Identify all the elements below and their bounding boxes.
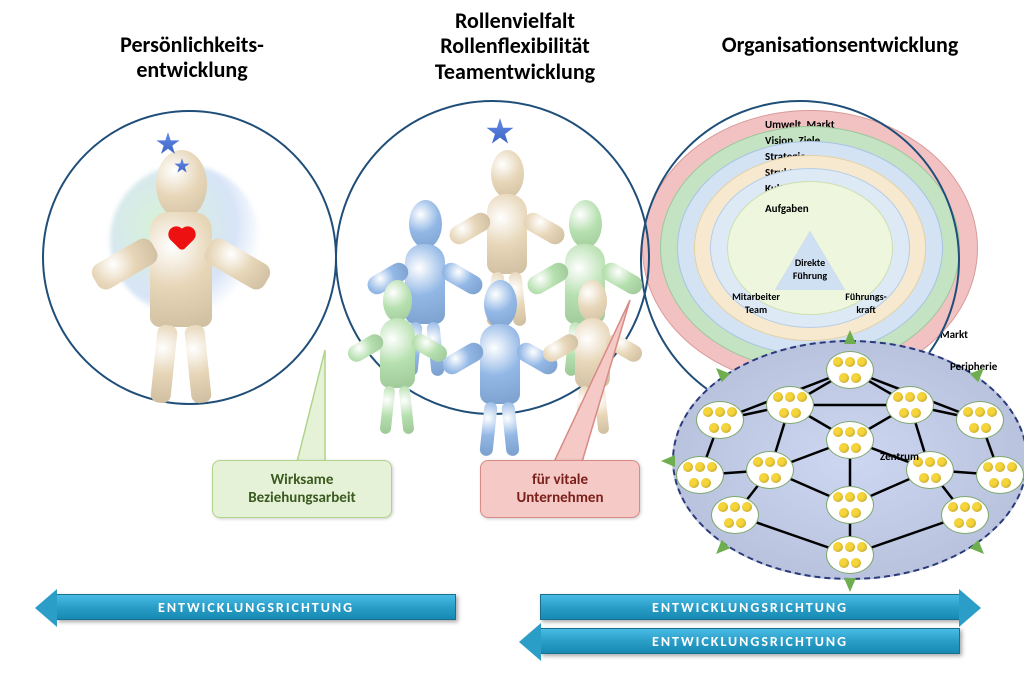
- dev-direction-arrow: ENTWICKLUNGSRICHTUNG: [540, 594, 960, 620]
- outward-arrow-icon: [844, 330, 856, 344]
- network-node: [696, 401, 744, 439]
- network-node: [976, 456, 1024, 494]
- outward-arrow-icon: [661, 455, 675, 467]
- callout-green-l1: Wirksame: [271, 471, 334, 489]
- network-node: [826, 351, 874, 389]
- title-center: Rollenvielfalt Rollenflexibilität Teamen…: [400, 8, 630, 84]
- network-node: [826, 536, 874, 574]
- outward-arrow-icon: [844, 578, 856, 592]
- network-node: [711, 496, 759, 534]
- dev-direction-arrow: ENTWICKLUNGSRICHTUNG: [56, 594, 456, 620]
- title-center-l3: Teamentwicklung: [435, 58, 595, 85]
- callout-red-l1: für vitale: [532, 471, 588, 489]
- network-node: [746, 451, 794, 489]
- network-node: [886, 386, 934, 424]
- network-node: [826, 421, 874, 459]
- network-zentrum-label: Zentrum: [880, 450, 919, 463]
- callout-red: für vitale Unternehmen: [480, 460, 640, 518]
- team-figure: [545, 280, 640, 420]
- title-center-l1: Rollenvielfalt: [455, 7, 575, 34]
- network-node: [941, 496, 989, 534]
- title-right: Organisationsentwicklung: [680, 32, 1000, 57]
- title-left-l2: entwicklung: [136, 56, 247, 83]
- left-figure: [96, 150, 266, 380]
- onion-markt-label: Markt: [940, 328, 968, 341]
- network-node: [826, 486, 874, 524]
- network-node: [956, 401, 1004, 439]
- callout-green-l2: Beziehungsarbeit: [248, 489, 355, 507]
- callouts-red-l2: Unternehmen: [516, 489, 603, 507]
- title-center-l2: Rollenflexibilität: [440, 32, 590, 59]
- network-node: [766, 386, 814, 424]
- callout-green: Wirksame Beziehungsarbeit: [212, 460, 392, 518]
- network-node: [676, 456, 724, 494]
- title-right-l1: Organisationsentwicklung: [722, 31, 959, 58]
- team-figure: [350, 280, 445, 420]
- team-figure: [445, 280, 555, 440]
- title-left: Persönlichkeits- entwicklung: [82, 32, 302, 83]
- dev-direction-arrow: ENTWICKLUNGSRICHTUNG: [540, 628, 960, 654]
- title-left-l1: Persönlichkeits-: [120, 31, 264, 58]
